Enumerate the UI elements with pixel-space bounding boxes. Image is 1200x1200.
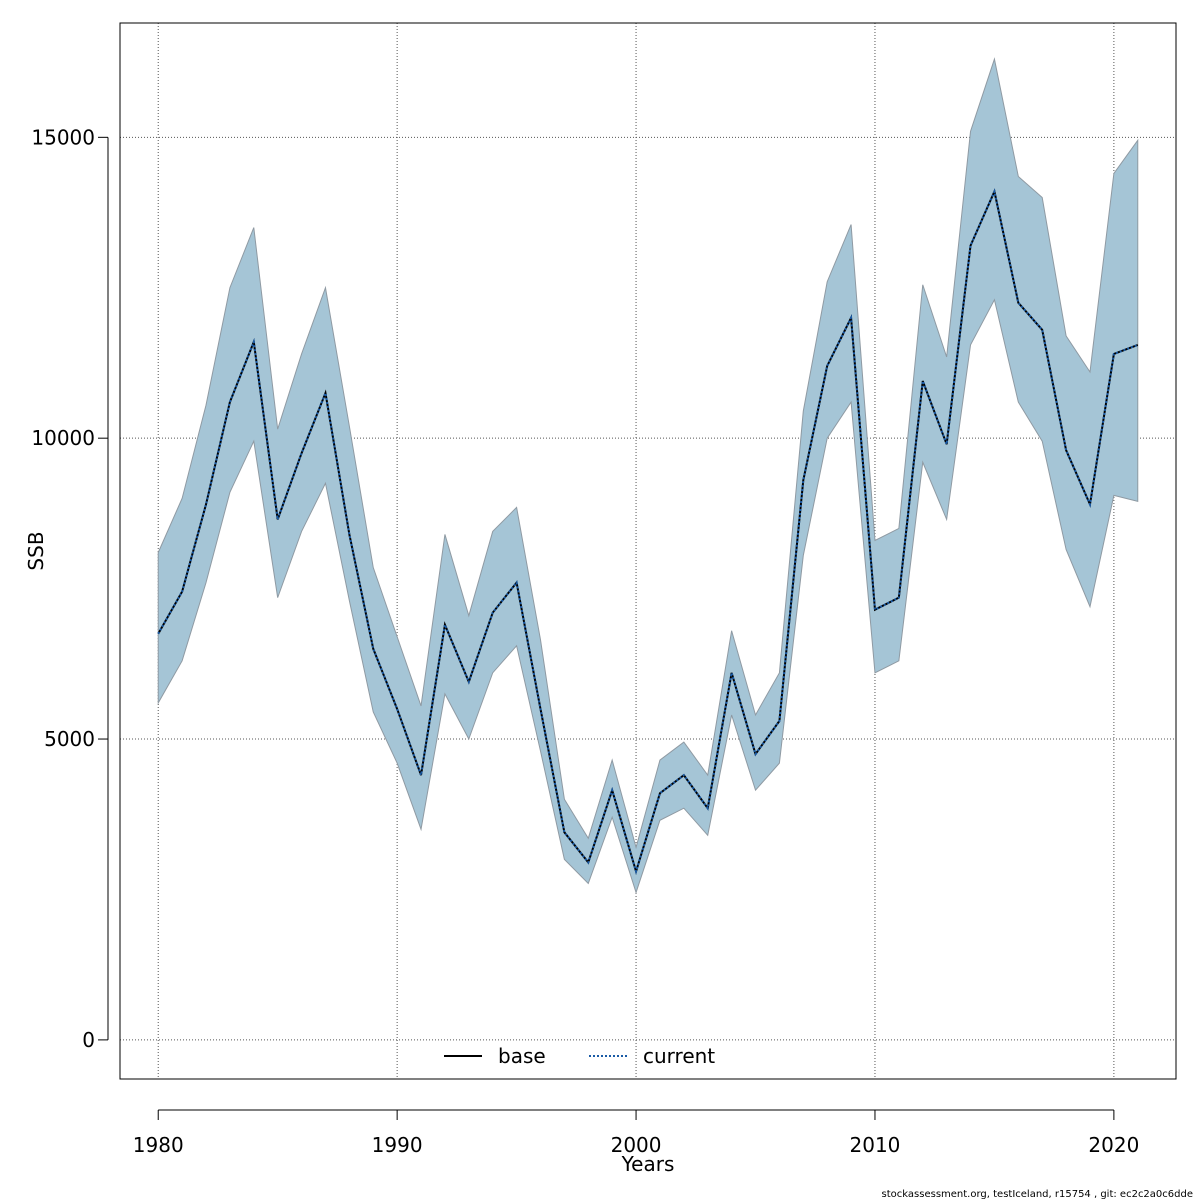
confidence-band: [157, 57, 1139, 895]
footer-text: stockassessment.org, testIceland, r15754…: [882, 1189, 1193, 1200]
x-tick-label: 1990: [372, 1133, 423, 1157]
y-axis-title: SSB: [24, 531, 48, 570]
y-axis: 0 5000 10000 15000: [31, 125, 109, 1052]
y-tick-label: 10000: [31, 426, 95, 450]
x-axis-title: Years: [621, 1152, 675, 1176]
series-line-current: [157, 188, 1139, 875]
y-tick-label: 5000: [44, 727, 95, 751]
legend-base-label: base: [498, 1044, 546, 1068]
legend-current-label: current: [643, 1044, 715, 1068]
confidence-band-layer: [157, 57, 1139, 895]
legend: base current: [444, 1044, 715, 1068]
x-tick-label: 2010: [850, 1133, 901, 1157]
y-tick-label: 0: [82, 1028, 95, 1052]
x-axis: 1980 1990 2000 2010 2020: [133, 1109, 1139, 1157]
series-lines-layer: [157, 188, 1139, 875]
x-tick-label: 2000: [611, 1133, 662, 1157]
x-tick-label: 1980: [133, 1133, 184, 1157]
plot-frame: [119, 22, 1177, 1080]
x-tick-label: 2020: [1088, 1133, 1139, 1157]
y-tick-label: 15000: [31, 125, 95, 149]
